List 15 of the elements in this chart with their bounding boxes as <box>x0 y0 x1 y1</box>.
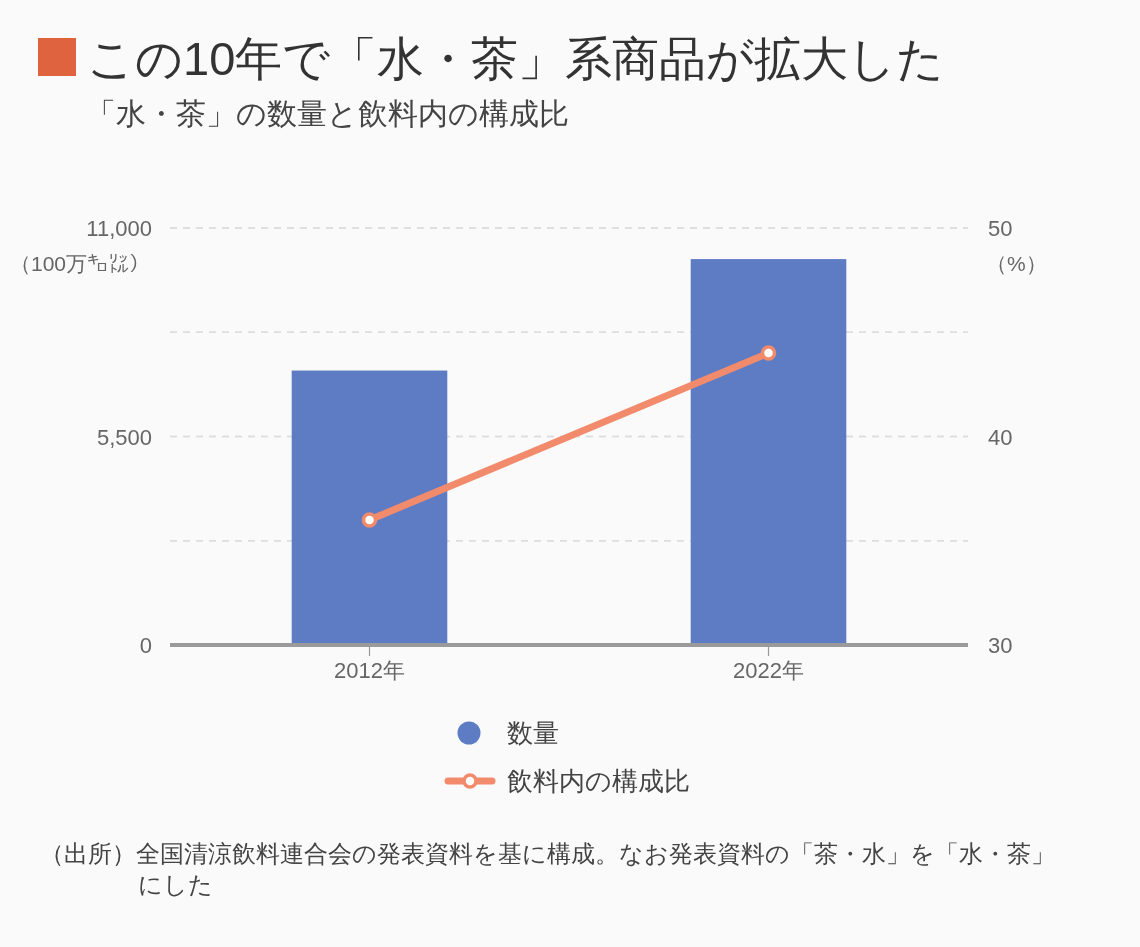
y2-tick-label: 40 <box>988 424 1013 450</box>
legend-label: 数量 <box>507 718 559 748</box>
y2-tick-label: 30 <box>988 633 1013 658</box>
y-tick-label: 0 <box>139 633 152 658</box>
x-tick-label: 2022年 <box>733 658 804 683</box>
subtitle: 「水・茶」の数量と飲料内の構成比 <box>86 97 569 130</box>
y2-axis-title: （%） <box>986 252 1047 275</box>
title: この10年で「水・茶」系商品が拡大した <box>87 32 945 85</box>
y-axis-title: （100万㌔㍑） <box>9 252 150 275</box>
legend-label: 飲料内の構成比 <box>507 766 690 796</box>
note: （出所）全国清涼飲料連合会の発表資料を基に構成。なお発表資料の「茶・水」を「水・茶」にした <box>40 840 1055 898</box>
x-tick-label: 2012年 <box>334 658 405 683</box>
y-tick-label: 5,500 <box>96 424 152 450</box>
y-tick-label: 11,000 <box>86 216 152 241</box>
y2-tick-label: 50 <box>988 216 1013 241</box>
